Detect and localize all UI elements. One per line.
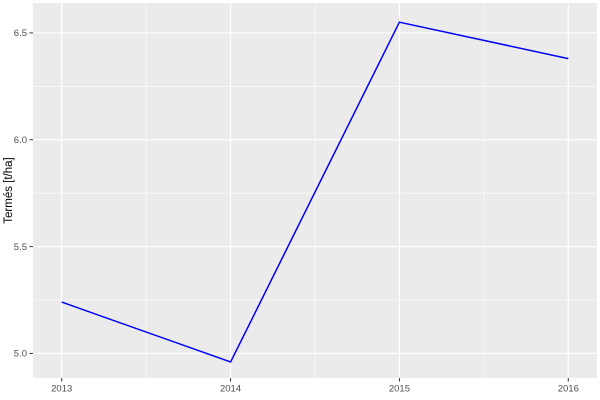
x-axis-tick-label: 2016 bbox=[558, 384, 579, 395]
data-series-line bbox=[61, 21, 569, 363]
y-axis-tick-label: 5.5 bbox=[14, 242, 27, 253]
x-axis-tick-label: 2013 bbox=[51, 384, 72, 395]
x-axis-tick-label: 2014 bbox=[220, 384, 241, 395]
y-axis-tick-label: 6.5 bbox=[14, 28, 27, 39]
y-axis-tick-label: 5.0 bbox=[14, 349, 27, 360]
x-axis-tick-label: 2015 bbox=[389, 384, 410, 395]
y-axis-tick-label: 6.0 bbox=[14, 135, 27, 146]
y-axis-title: Termés [t/ha] bbox=[3, 157, 15, 223]
